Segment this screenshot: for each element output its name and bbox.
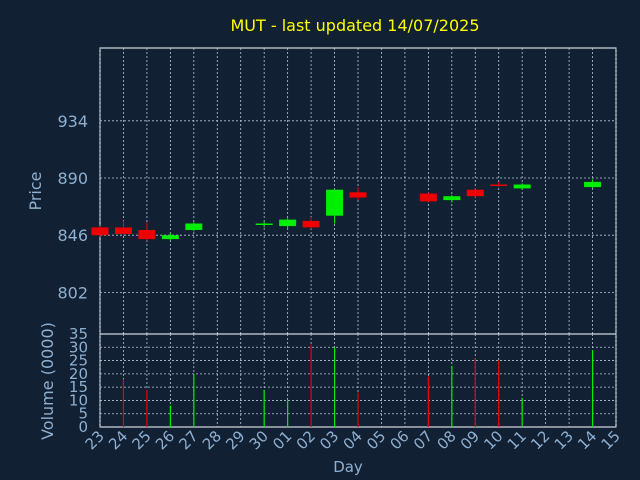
x-tick-label: 14 [574, 427, 600, 453]
candle-body [138, 230, 156, 240]
price-tick-label: 934 [57, 112, 88, 131]
candle-body [161, 235, 179, 240]
candle-body [419, 193, 437, 202]
price-y-ticks: 802 846 890 934 [57, 112, 88, 303]
x-tick-label: 04 [340, 427, 366, 453]
x-tick-label: 13 [551, 427, 577, 453]
volume-tick-label: 20 [69, 365, 88, 383]
volume-axis-label: Volume (0000) [38, 322, 57, 440]
price-grid [99, 48, 617, 334]
price-tick-label: 846 [57, 226, 88, 245]
candle-body [279, 219, 297, 227]
x-tick-label: 07 [410, 427, 436, 453]
volume-bars [122, 344, 594, 427]
x-tick-label: 01 [269, 427, 295, 453]
x-tick-label: 10 [480, 427, 506, 453]
volume-tick-label: 25 [69, 352, 88, 370]
x-tick-label: 29 [222, 427, 248, 453]
candle-body [349, 192, 367, 198]
x-tick-label: 28 [199, 427, 225, 453]
x-tick-label: 03 [316, 427, 342, 453]
x-tick-label: 05 [363, 427, 389, 453]
candle-body [91, 227, 109, 236]
x-tick-label: 02 [293, 427, 319, 453]
volume-tick-label: 10 [69, 391, 88, 409]
candle-body [513, 184, 531, 189]
x-tick-label: 08 [433, 427, 459, 453]
price-panel: 802 846 890 934 Price [26, 47, 617, 335]
volume-tick-label: 0 [78, 418, 88, 436]
x-tick-label: 06 [387, 427, 413, 453]
candle-body [255, 223, 273, 225]
volume-tick-label: 15 [69, 378, 88, 396]
x-tick-label: 12 [527, 427, 553, 453]
x-tick-label: 30 [246, 427, 272, 453]
volume-tick-label: 5 [78, 405, 88, 423]
x-tick-label: 27 [175, 427, 201, 453]
volume-tick-label: 35 [69, 325, 88, 343]
candle-body [326, 189, 344, 216]
chart-title: MUT - last updated 14/07/2025 [230, 16, 479, 35]
price-axis-label: Price [26, 171, 45, 210]
x-tick-label: 11 [504, 427, 530, 453]
candle-body [466, 189, 484, 197]
candlesticks [91, 179, 602, 241]
candle-body [185, 223, 203, 230]
x-tick-label: 26 [152, 427, 178, 453]
candle-body [114, 227, 132, 234]
x-axis-ticks: 2324252627282930010203040506070809101112… [82, 427, 624, 453]
x-tick-label: 09 [457, 427, 483, 453]
candle-body [490, 184, 508, 186]
candle-body [302, 220, 320, 228]
price-tick-label: 890 [57, 169, 88, 188]
x-tick-label: 15 [598, 427, 624, 453]
volume-tick-label: 30 [69, 338, 88, 356]
candle-body [443, 196, 461, 201]
x-tick-label: 25 [129, 427, 155, 453]
x-tick-label: 24 [105, 427, 131, 453]
x-axis-label: Day [333, 458, 363, 476]
candle-body [584, 181, 602, 188]
price-tick-label: 802 [57, 283, 88, 302]
